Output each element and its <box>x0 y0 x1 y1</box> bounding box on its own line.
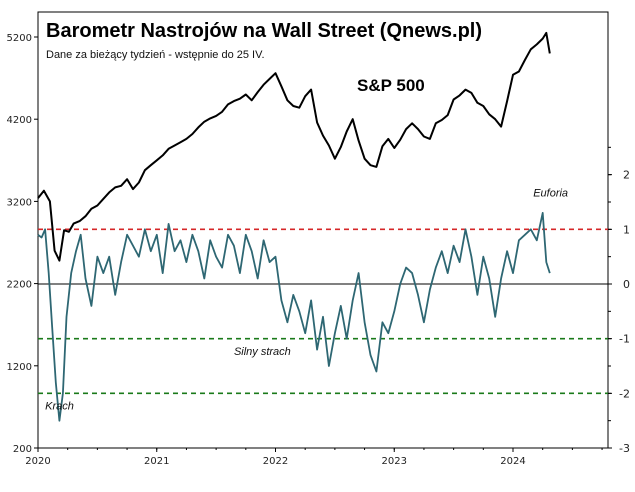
series-line-sp500 <box>37 31 551 262</box>
reference-lines <box>38 228 608 395</box>
x-tick-label: 2022 <box>263 456 288 467</box>
left-tick-label: 4200 <box>7 115 32 126</box>
x-axis: 2020 2021 2022 2023 2024 <box>25 448 603 467</box>
left-tick-label: 1200 <box>7 362 32 373</box>
x-tick-label: 2023 <box>382 456 407 467</box>
x-tick-label: 2024 <box>500 456 525 467</box>
annotations: Euforia Silny strach Krach <box>45 188 568 413</box>
x-tick-label: 2020 <box>25 456 50 467</box>
right-tick-label: -1 <box>619 333 630 346</box>
right-tick-label: 2 <box>623 169 630 182</box>
left-tick-label: 3200 <box>7 197 32 208</box>
right-tick-label: -3 <box>619 442 630 455</box>
x-tick-label: 2021 <box>144 456 169 467</box>
right-tick-label: 1 <box>623 223 630 236</box>
annotation-label: Silny strach <box>234 346 291 358</box>
series-label-sp500: S&P 500 <box>357 76 425 95</box>
chart-subtitle: Dane za bieżący tydzień - wstępnie do 25… <box>46 49 265 61</box>
right-tick-label: -2 <box>619 387 630 400</box>
chart-title: Barometr Nastrojów na Wall Street (Qnews… <box>46 20 482 42</box>
left-tick-label: 5200 <box>7 33 32 44</box>
left-tick-label: 2200 <box>7 280 32 291</box>
series-layer <box>37 31 551 422</box>
annotation-label: Krach <box>45 401 74 413</box>
series-line-barometr <box>37 211 551 422</box>
left-axis: 200 1200 2200 3200 4200 5200 <box>7 33 38 455</box>
right-tick-label: 0 <box>623 278 630 291</box>
annotation-label: Euforia <box>533 188 568 200</box>
right-axis: -3 -2 -1 0 1 2 <box>608 146 630 455</box>
left-tick-label: 200 <box>13 444 32 455</box>
